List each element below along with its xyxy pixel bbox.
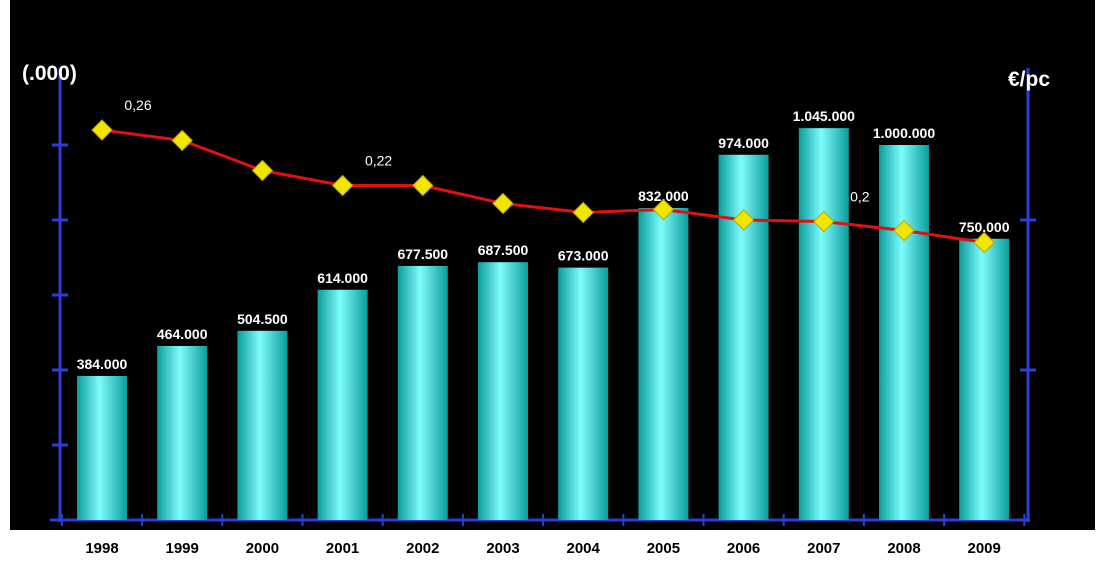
bar-value-label: 1.000.000 [873, 125, 935, 141]
x-axis-labels: 1998 1999 2000 2001 2002 2003 2004 2005 2006 2007… [85, 540, 1001, 557]
bar [317, 289, 368, 520]
line-marker [572, 201, 594, 224]
bar [478, 262, 528, 520]
line-marker [412, 174, 434, 197]
x-axis-label: 2005 [647, 540, 680, 557]
x-axis-label: 2007 [807, 540, 840, 557]
bar-value-label: 504.500 [237, 311, 288, 327]
bar-value-label: 974.000 [718, 135, 769, 151]
line-marker [973, 231, 995, 254]
line-marker [652, 198, 675, 221]
bar-value-label: 1.045.000 [793, 108, 855, 124]
line-value-label: 0,26 [124, 97, 151, 113]
bar-value-label: 673.000 [558, 248, 609, 264]
right-axis-labels: 0,0 0,2 [1045, 213, 1066, 530]
line-marker [813, 210, 835, 233]
bar [638, 208, 689, 520]
x-axis-label: 2002 [406, 540, 439, 557]
line-marker [171, 129, 193, 152]
line-marker [331, 174, 354, 197]
right-axis-label: 0,0 [1045, 513, 1066, 530]
bar [879, 145, 929, 520]
bar [798, 128, 849, 520]
bar [237, 330, 288, 520]
bar [558, 267, 609, 520]
bar-value-labels: 384.000 464.000 504.500 614.000 677.500 687.5… [77, 108, 1010, 372]
bar-series [77, 128, 1010, 520]
bar [397, 265, 448, 520]
bar-value-label: 677.500 [397, 246, 448, 262]
bar [77, 376, 127, 520]
right-axis-label: 0,2 [1045, 213, 1066, 230]
left-axis-ticks [52, 143, 68, 447]
x-axis-label: 1998 [85, 540, 118, 557]
x-axis-label: 2006 [727, 540, 760, 557]
right-axis-title: €/pc [1008, 68, 1050, 91]
x-axis-label: 2009 [968, 540, 1001, 557]
left-axis-title: (.000) [22, 62, 77, 85]
line-path [101, 128, 985, 244]
bar-value-label: 464.000 [157, 326, 208, 342]
right-axis-ticks [1020, 218, 1036, 372]
bar-value-label: 750.000 [959, 219, 1010, 235]
x-axis-label: 2004 [567, 540, 601, 557]
x-axis-ticks [60, 514, 1026, 526]
x-axis-label: 2008 [887, 540, 920, 557]
x-axis-label: 2001 [326, 540, 359, 557]
line-value-labels: 0,26 0,22 0,2 [124, 97, 869, 205]
line-series [91, 119, 995, 254]
line-marker [732, 209, 755, 231]
bar-value-label: 687.500 [478, 242, 529, 258]
x-axis-label: 2000 [246, 540, 279, 557]
x-axis-label: 1999 [166, 540, 199, 557]
line-value-label: 0,22 [365, 153, 392, 169]
line-marker [893, 219, 915, 242]
bar [157, 346, 208, 520]
bar-value-label: 614.000 [317, 270, 368, 286]
bar [959, 238, 1010, 520]
line-marker [251, 159, 274, 182]
line-marker [91, 119, 113, 141]
x-axis-label: 2003 [486, 540, 519, 557]
bar-value-label: 384.000 [77, 356, 128, 372]
bar-value-label: 832.000 [638, 188, 689, 204]
line-value-label: 0,2 [850, 189, 870, 205]
line-marker [492, 192, 514, 215]
